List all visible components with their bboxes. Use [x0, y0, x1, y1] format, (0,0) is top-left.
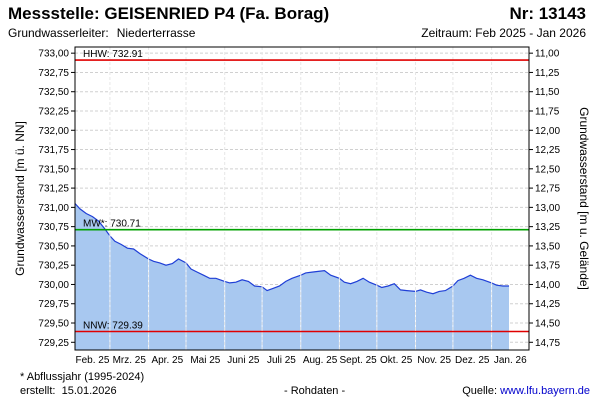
- y2-tick-label: 13,25: [535, 222, 560, 233]
- x-tick-label: Sept. 25: [339, 355, 377, 366]
- y-tick-label: 730,25: [38, 261, 69, 272]
- source-link[interactable]: www.lfu.bayern.de: [500, 385, 590, 397]
- x-tick-label: Mai 25: [190, 355, 220, 366]
- y-tick-label: 732,50: [38, 87, 69, 98]
- aquifer-info: Grundwasserleiter: Niederterrasse: [8, 26, 195, 40]
- y2-tick-label: 12,50: [535, 164, 560, 175]
- y-tick-label: 729,50: [38, 319, 69, 330]
- y2-tick-label: 14,25: [535, 299, 560, 310]
- chart-title: Messstelle: GEISENRIED P4 (Fa. Borag): [8, 4, 330, 23]
- x-tick-label: Feb. 25: [76, 355, 110, 366]
- x-tick-label: Jan. 26: [494, 355, 527, 366]
- created-label: erstellt:: [20, 385, 56, 397]
- y2-tick-label: 11,50: [535, 87, 560, 98]
- y-tick-label: 730,75: [38, 222, 69, 233]
- created-date: 15.01.2026: [61, 385, 117, 397]
- y-tick-label: 732,75: [38, 68, 69, 79]
- y2-tick-label: 12,25: [535, 145, 560, 156]
- y-tick-label: 729,25: [38, 338, 69, 349]
- y-tick-label: 732,00: [38, 126, 69, 137]
- station-number: Nr: 13143: [509, 4, 586, 23]
- y2-tick-label: 13,75: [535, 261, 560, 272]
- series-area: [75, 203, 509, 350]
- y-tick-label: 731,50: [38, 164, 69, 175]
- x-tick-label: Apr. 25: [151, 355, 183, 366]
- y2-tick-label: 14,50: [535, 319, 560, 330]
- y-tick-label: 729,75: [38, 299, 69, 310]
- y-tick-label: 732,25: [38, 106, 69, 117]
- x-tick-label: Mrz. 25: [113, 355, 147, 366]
- reference-label: HHW: 732.91: [83, 49, 143, 60]
- y2-tick-label: 14,00: [535, 280, 560, 291]
- x-tick-label: Nov. 25: [417, 355, 451, 366]
- plot-frame: [74, 46, 530, 351]
- source-label: Quelle:: [462, 385, 498, 397]
- y-tick-label: 730,00: [38, 280, 69, 291]
- y2-tick-label: 11,25: [535, 68, 560, 79]
- aquifer-label: Grundwasserleiter:: [8, 26, 109, 40]
- y2-tick-label: 14,75: [535, 338, 560, 349]
- y-tick-label: 731,25: [38, 184, 69, 195]
- x-tick-label: Aug. 25: [303, 355, 338, 366]
- aquifer-value: Niederterrasse: [116, 26, 196, 40]
- y-axis-label: Grundwasserstand [m ü. NN]: [13, 121, 27, 276]
- reference-label: NNW: 729.39: [83, 320, 143, 331]
- y-tick-label: 730,50: [38, 241, 69, 252]
- source-info: Quelle: www.lfu.bayern.de: [462, 385, 590, 397]
- y-tick-label: 731,75: [38, 145, 69, 156]
- y2-tick-label: 12,00: [535, 126, 560, 137]
- y2-axis-label: Grundwasserstand [m u. Gelände]: [577, 107, 591, 290]
- y2-tick-label: 13,00: [535, 203, 560, 214]
- series-line: [74, 203, 509, 295]
- period-label: Zeitraum: Feb 2025 - Jan 2026: [421, 26, 586, 40]
- y2-tick-label: 12,75: [535, 184, 560, 195]
- footnote: * Abflussjahr (1995-2024): [20, 371, 145, 383]
- y-tick-label: 731,00: [38, 203, 69, 214]
- reference-label: MW*: 730.71: [83, 219, 141, 230]
- y2-tick-label: 11,00: [535, 49, 560, 60]
- y-tick-label: 733,00: [38, 49, 69, 60]
- x-tick-label: Juni 25: [227, 355, 260, 366]
- created-info: erstellt: 15.01.2026: [20, 385, 117, 397]
- x-tick-label: Juli 25: [267, 355, 296, 366]
- raw-data-label: - Rohdaten -: [284, 385, 346, 397]
- x-tick-label: Okt. 25: [380, 355, 413, 366]
- x-tick-label: Dez. 25: [455, 355, 490, 366]
- y2-tick-label: 13,50: [535, 241, 560, 252]
- y2-tick-label: 11,75: [535, 106, 560, 117]
